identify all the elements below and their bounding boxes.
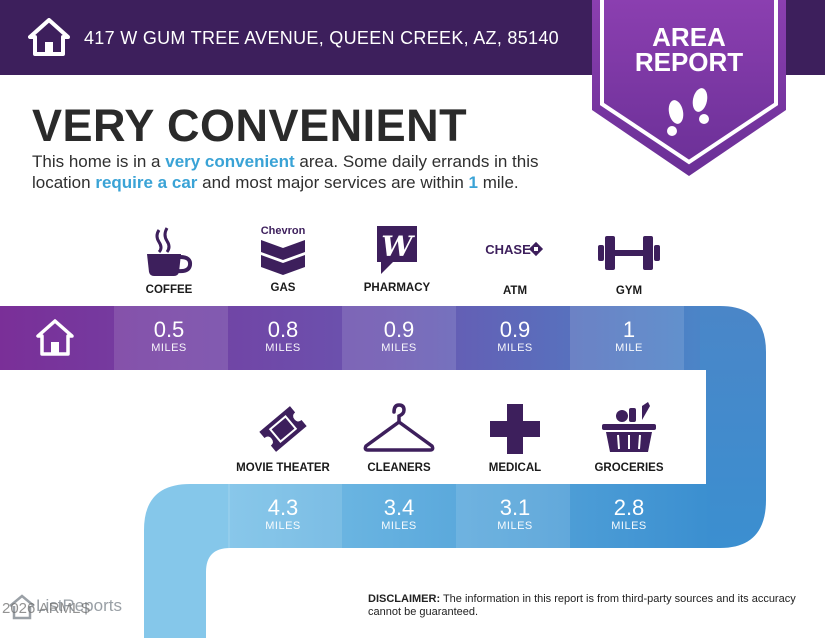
chevron-logo-icon: Chevron	[261, 225, 306, 275]
amenity-coffee: COFFEE	[112, 226, 226, 296]
dumbbell-icon	[598, 236, 660, 270]
walgreens-logo-icon: W	[377, 226, 417, 274]
convenience-description: This home is in a very convenient area. …	[32, 152, 539, 192]
amenity-cleaners: CLEANERS	[342, 402, 456, 474]
svg-text:Chevron: Chevron	[261, 225, 306, 237]
listreports-logo-icon	[9, 594, 35, 620]
home-icon	[28, 18, 70, 56]
left-curve	[144, 484, 230, 638]
footprints-icon	[667, 88, 709, 136]
amenity-movie-theater: MOVIE THEATER	[226, 402, 340, 474]
band-home-icon	[36, 319, 74, 356]
medical-cross-icon	[490, 404, 540, 454]
convenience-headline: VERY CONVENIENT	[32, 100, 468, 151]
distance-pharmacy: 0.9 MILES	[381, 317, 417, 355]
disclaimer: DISCLAIMER: The information in this repo…	[368, 593, 796, 618]
distance-medical: 3.1 MILES	[497, 495, 533, 533]
ticket-icon	[259, 406, 307, 452]
amenity-gas: Chevron GAS	[226, 224, 340, 294]
distance-gas: 0.8 MILES	[265, 317, 301, 355]
distance-cleaners: 3.4 MILES	[381, 495, 417, 533]
amenity-medical: MEDICAL	[458, 402, 572, 474]
grocery-basket-icon	[602, 402, 656, 452]
distance-atm: 0.9 MILES	[497, 317, 533, 355]
row1-band	[0, 306, 710, 370]
svg-text:W: W	[381, 230, 415, 263]
distance-movie-theater: 4.3 MILES	[265, 495, 301, 533]
copyright-watermark: 2026 ARMLS	[2, 600, 91, 617]
distance-gym: 1 MILE	[615, 317, 643, 355]
badge-title: AREA REPORT	[634, 22, 744, 77]
right-curve	[700, 306, 766, 548]
amenity-pharmacy: W PHARMACY	[340, 224, 454, 294]
svg-text:CHASE: CHASE	[485, 242, 531, 257]
listreports-logo-text: ListReports	[36, 596, 122, 615]
hanger-icon	[363, 403, 435, 452]
distance-coffee: 0.5 MILES	[151, 317, 187, 355]
amenity-groceries: GROCERIES	[572, 402, 686, 474]
row2-band	[200, 484, 710, 548]
amenity-atm: CHASE ATM	[458, 232, 572, 297]
coffee-cup-icon	[147, 227, 193, 276]
amenity-gym: GYM	[572, 230, 686, 297]
area-report-badge	[592, 0, 786, 176]
property-address: 417 W GUM TREE AVENUE, QUEEN CREEK, AZ, …	[84, 28, 559, 48]
chase-logo-icon: CHASE	[485, 241, 544, 257]
distance-groceries: 2.8 MILES	[611, 495, 647, 533]
